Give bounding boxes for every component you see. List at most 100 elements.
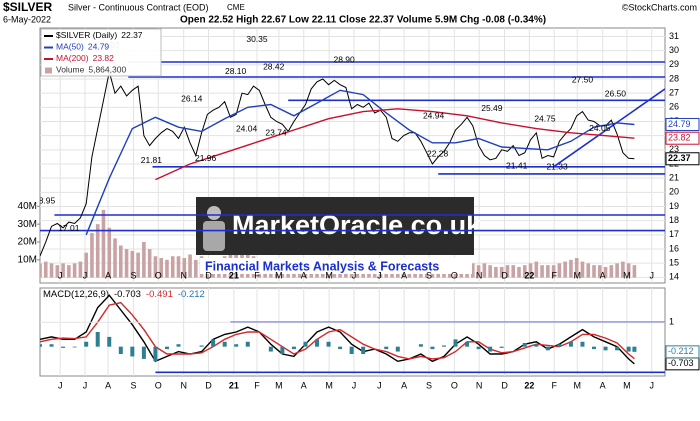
histogram-bar bbox=[141, 346, 146, 359]
histogram-bar bbox=[349, 346, 354, 354]
volume-bar bbox=[522, 265, 527, 278]
histogram-bar bbox=[280, 346, 285, 354]
x-tick-label: S bbox=[130, 270, 136, 280]
histogram-bar bbox=[557, 344, 562, 347]
volume-bar bbox=[153, 256, 158, 278]
histogram-bar bbox=[234, 344, 239, 347]
x-tick-label: F bbox=[551, 270, 557, 280]
y-tick-label: 21 bbox=[669, 173, 679, 183]
x-tick-label: M bbox=[275, 270, 283, 280]
series-line bbox=[85, 89, 635, 236]
annotation: 23.74 bbox=[265, 128, 287, 138]
annotation: 24.75 bbox=[534, 113, 556, 123]
volume-bar bbox=[55, 265, 60, 278]
y-tick-label: 31 bbox=[669, 31, 679, 41]
histogram-bar bbox=[568, 341, 573, 347]
legend-name: Volume bbox=[56, 65, 85, 75]
legend-value: -0.703 bbox=[114, 289, 141, 300]
legend-value: 5,864,300 bbox=[88, 65, 126, 75]
legend-value: -0.212 bbox=[178, 289, 205, 300]
histogram-bar bbox=[476, 346, 481, 350]
x-tick-label: F bbox=[254, 270, 260, 280]
volume-tick-label: 30M bbox=[18, 219, 37, 230]
histogram-bar bbox=[153, 346, 158, 362]
volume-bar bbox=[113, 238, 117, 278]
volume-bar bbox=[609, 265, 614, 278]
volume-tick-label: 10M bbox=[18, 254, 37, 265]
y-tick-label: 28 bbox=[669, 73, 679, 83]
trend-line bbox=[553, 88, 665, 168]
x-tick-label: J bbox=[83, 380, 88, 390]
x-tick-label: J bbox=[649, 270, 654, 280]
y-tick-label: 16 bbox=[669, 243, 679, 253]
date: 6-May-2022 bbox=[3, 14, 51, 24]
x-tick-label: S bbox=[130, 380, 136, 390]
histogram-bar bbox=[453, 339, 458, 347]
volume-bar bbox=[49, 263, 54, 278]
volume-bar bbox=[586, 263, 591, 278]
x-tick-label: M bbox=[325, 270, 333, 280]
y-tick-label: 23 bbox=[669, 144, 679, 154]
legend-value: 23.82 bbox=[93, 53, 115, 63]
annotation: 30.35 bbox=[246, 34, 268, 44]
volume-bar bbox=[632, 265, 637, 278]
x-tick-label: M bbox=[275, 380, 283, 390]
annotation: 21.33 bbox=[546, 162, 568, 172]
volume-bar bbox=[540, 265, 544, 278]
histogram-bar bbox=[488, 346, 493, 352]
volume-bar bbox=[40, 263, 42, 278]
histogram-bar bbox=[95, 332, 100, 347]
volume-bar bbox=[494, 266, 498, 278]
histogram-bar bbox=[245, 341, 250, 347]
histogram-bar bbox=[130, 346, 135, 357]
value-box bbox=[665, 345, 700, 359]
y-tick-label: 1 bbox=[669, 317, 674, 327]
macd-marks bbox=[40, 288, 665, 376]
legend-entry: Volume 5,864,300 bbox=[56, 65, 126, 75]
volume-bar bbox=[511, 265, 516, 278]
histogram-bar bbox=[107, 336, 112, 347]
histogram-bar bbox=[199, 345, 204, 347]
x-tick-label: F bbox=[551, 380, 557, 390]
annotation: 28.10 bbox=[225, 66, 247, 76]
annotation: 28.90 bbox=[333, 55, 355, 65]
annotation: 17.01 bbox=[58, 223, 80, 233]
volume-tick-label: 40M bbox=[18, 201, 37, 212]
source: ©StockCharts.com bbox=[622, 2, 697, 12]
y-tick-label: 17 bbox=[669, 229, 679, 239]
x-tick-label: J bbox=[649, 380, 654, 390]
histogram-bar bbox=[534, 344, 539, 347]
histogram-bar bbox=[72, 346, 77, 348]
annotation: 21.41 bbox=[506, 161, 528, 171]
legend-value: 24.79 bbox=[88, 42, 110, 52]
annotation: 24.05 bbox=[589, 123, 611, 133]
legend-value: -0.491 bbox=[146, 289, 173, 300]
annotation: 22.28 bbox=[427, 148, 449, 158]
x-tick-label: M bbox=[574, 380, 582, 390]
volume-bar bbox=[130, 250, 135, 278]
volume-bar bbox=[528, 263, 533, 278]
legend-entry: MA(50) 24.79 bbox=[56, 42, 109, 52]
histogram-bar bbox=[40, 344, 42, 347]
volume-bar bbox=[188, 254, 192, 278]
x-tick-label: A bbox=[401, 380, 407, 390]
volume-bar bbox=[136, 252, 140, 278]
value-box bbox=[665, 117, 700, 131]
volume-bar bbox=[165, 259, 169, 278]
histogram-bar bbox=[164, 346, 169, 350]
value-label: 22.37 bbox=[668, 153, 691, 163]
volume-bar bbox=[603, 266, 608, 278]
x-tick-label: N bbox=[180, 380, 187, 390]
x-tick-label: S bbox=[426, 270, 432, 280]
volume-bar bbox=[615, 263, 619, 278]
histogram-bar bbox=[326, 341, 331, 347]
volume-bar bbox=[551, 265, 556, 278]
y-tick-label: 19 bbox=[669, 201, 679, 211]
y-tick-label: 26 bbox=[669, 102, 679, 112]
histogram-bar bbox=[441, 345, 446, 347]
x-tick-label: D bbox=[205, 380, 212, 390]
volume-bar bbox=[170, 256, 175, 278]
volume-bar bbox=[124, 249, 129, 278]
x-tick-label: O bbox=[451, 270, 458, 280]
